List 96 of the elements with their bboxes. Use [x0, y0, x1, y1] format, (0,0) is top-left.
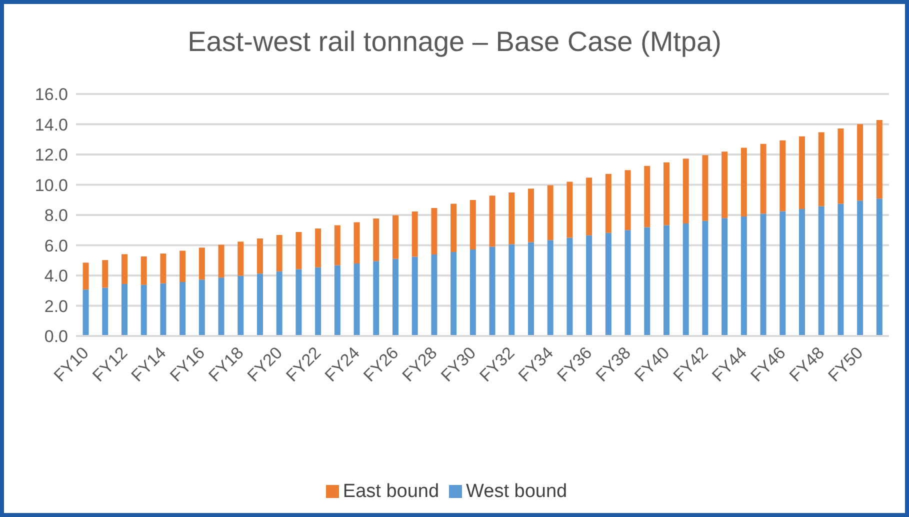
bar — [508, 244, 515, 336]
bar — [722, 218, 728, 336]
bar — [392, 258, 398, 336]
bar — [838, 128, 844, 204]
bar — [547, 185, 554, 240]
bar — [315, 228, 322, 268]
bar — [140, 256, 147, 285]
bar — [315, 267, 322, 336]
bar — [780, 140, 786, 212]
bar — [644, 166, 650, 228]
bar — [682, 223, 689, 336]
bar — [470, 249, 476, 336]
y-tick-label: 16.0 — [34, 85, 68, 104]
bar — [489, 196, 496, 247]
bar — [528, 242, 534, 336]
legend-label: East bound — [342, 481, 440, 502]
bar — [663, 225, 670, 336]
bar — [431, 254, 438, 336]
y-tick-label: 6.0 — [44, 236, 68, 256]
bar — [412, 212, 418, 257]
bar — [857, 200, 864, 336]
bar — [392, 215, 398, 259]
bar — [605, 174, 612, 233]
bar — [354, 264, 360, 336]
bar — [624, 230, 631, 336]
bar — [431, 208, 438, 254]
bar — [470, 200, 476, 250]
bar — [296, 269, 302, 336]
bar — [354, 222, 360, 264]
bar — [780, 211, 786, 336]
bar — [238, 242, 244, 276]
bar — [605, 232, 612, 336]
y-tick-label: 4.0 — [44, 266, 68, 286]
bar — [140, 284, 147, 336]
bar — [508, 192, 515, 244]
bar — [876, 120, 882, 199]
bar — [256, 238, 263, 274]
bar — [682, 158, 689, 224]
bar — [586, 178, 592, 236]
bar — [489, 246, 496, 336]
bar — [760, 214, 766, 336]
bar — [160, 283, 166, 336]
bar — [102, 260, 108, 288]
chart-title: East-west rail tonnage – Base Case (Mtpa) — [186, 26, 722, 58]
bar — [702, 220, 708, 336]
bar — [818, 132, 824, 206]
y-tick-label: 14.0 — [34, 115, 68, 134]
bar — [450, 204, 457, 252]
bar — [702, 155, 708, 221]
legend-label: West bound — [466, 481, 568, 502]
bar — [82, 262, 89, 290]
bar — [838, 204, 844, 336]
bar — [450, 252, 457, 336]
bar — [566, 182, 573, 238]
bar — [276, 234, 282, 272]
bar — [818, 206, 824, 336]
bar — [198, 248, 205, 280]
bar — [218, 244, 224, 278]
bar — [121, 284, 128, 336]
bar — [121, 254, 128, 284]
bar — [238, 276, 244, 336]
bar — [798, 136, 805, 209]
y-tick-label: 10.0 — [34, 176, 68, 195]
bar — [547, 240, 554, 336]
y-tick-label: 0.0 — [44, 327, 68, 346]
bar — [218, 278, 224, 336]
bar — [82, 290, 89, 336]
bar — [296, 232, 302, 270]
bar — [180, 282, 186, 336]
bar — [256, 274, 263, 336]
bar — [566, 238, 573, 336]
bar — [528, 188, 534, 242]
bar — [857, 124, 864, 201]
bar — [876, 198, 882, 336]
y-tick-label: 8.0 — [44, 206, 68, 226]
bar — [644, 227, 650, 336]
bar — [412, 256, 418, 336]
bar — [373, 261, 380, 336]
y-tick-label: 12.0 — [34, 146, 68, 165]
bar — [198, 280, 205, 336]
bar — [740, 148, 747, 217]
bar — [586, 235, 592, 336]
bar — [334, 225, 340, 266]
bar — [740, 216, 747, 336]
bar — [798, 208, 805, 336]
bar — [663, 162, 670, 226]
bar — [334, 265, 340, 336]
bar — [760, 144, 766, 214]
bar — [722, 152, 728, 218]
bar — [102, 288, 108, 336]
bar — [276, 271, 282, 336]
bar — [373, 218, 380, 262]
bar — [160, 254, 166, 284]
bar — [180, 250, 186, 282]
y-tick-label: 2.0 — [44, 296, 68, 316]
bar — [624, 170, 631, 230]
